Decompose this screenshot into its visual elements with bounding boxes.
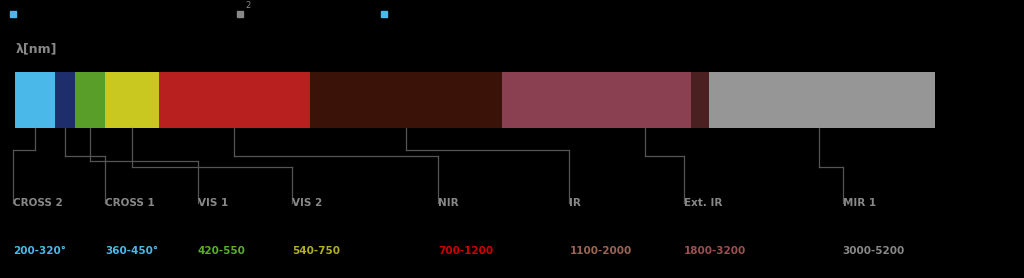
- Text: 2: 2: [246, 1, 251, 10]
- Text: 420-550: 420-550: [198, 246, 246, 256]
- Text: IR: IR: [569, 198, 582, 208]
- Text: Ext. IR: Ext. IR: [684, 198, 722, 208]
- Text: VIS 2: VIS 2: [292, 198, 323, 208]
- Text: λ[nm]: λ[nm]: [15, 43, 57, 56]
- Bar: [75, 72, 105, 128]
- Text: NIR: NIR: [438, 198, 459, 208]
- Bar: [55, 72, 75, 128]
- Bar: [105, 72, 159, 128]
- Text: 1800-3200: 1800-3200: [684, 246, 746, 256]
- Bar: [15, 72, 55, 128]
- Bar: [691, 72, 709, 128]
- Bar: [159, 72, 310, 128]
- Text: 3000-5200: 3000-5200: [843, 246, 905, 256]
- Text: MIR 1: MIR 1: [843, 198, 876, 208]
- Text: 360-450°: 360-450°: [105, 246, 159, 256]
- Text: 1100-2000: 1100-2000: [569, 246, 632, 256]
- Bar: [709, 72, 935, 128]
- Bar: [310, 72, 502, 128]
- Text: CROSS 2: CROSS 2: [13, 198, 63, 208]
- Text: 540-750: 540-750: [292, 246, 340, 256]
- Text: 700-1200: 700-1200: [438, 246, 494, 256]
- Text: CROSS 1: CROSS 1: [105, 198, 156, 208]
- Bar: [502, 72, 691, 128]
- Text: VIS 1: VIS 1: [198, 198, 228, 208]
- Text: 200-320°: 200-320°: [13, 246, 67, 256]
